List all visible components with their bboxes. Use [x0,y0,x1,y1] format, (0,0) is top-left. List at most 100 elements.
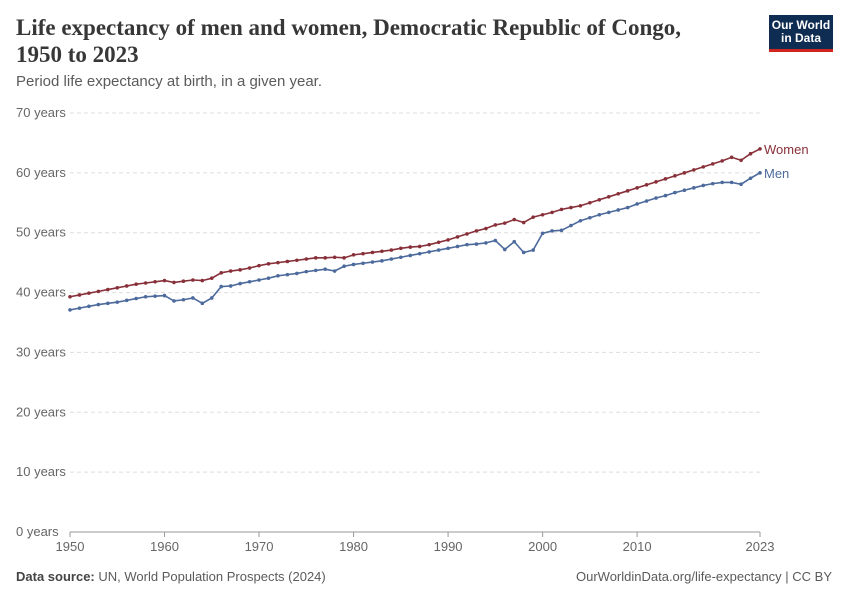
data-point-men [559,228,564,233]
data-point-men [578,218,583,223]
owid-logo[interactable]: Our World in Data [769,15,833,52]
data-point-men [153,294,157,298]
data-point-men [729,180,734,185]
data-point-women [181,279,186,283]
data-point-women [380,249,384,254]
data-point-men [417,251,422,256]
data-point-men [124,298,129,303]
data-point-women [597,197,602,202]
y-axis: 0 years 10 years 20 years 30 years 40 years 5… [16,105,66,539]
data-point-men [342,264,346,269]
data-source-text: UN, World Population Prospects (2024) [98,569,326,584]
data-point-women [455,235,460,239]
data-point-women [427,242,431,247]
data-point-women [115,285,120,290]
data-point-men [295,271,299,276]
data-source: Data source: UN, World Population Prospe… [16,569,326,584]
data-point-women [247,266,252,270]
data-point-women [701,165,706,169]
y-tick-label: 60 years [16,165,66,180]
data-point-men [276,274,280,278]
data-point-men [446,246,450,251]
x-axis: 1950 1960 1970 1980 1990 2000 2010 2023 [56,531,774,554]
data-point-women [143,281,148,285]
data-point-men [550,229,554,233]
data-point-women [323,256,328,260]
data-point-men [238,281,242,286]
data-point-women [228,269,233,273]
data-point-women [720,159,724,163]
data-point-men [616,208,621,212]
data-point-men [219,284,224,289]
data-point-men [474,242,479,246]
x-tick-label: 2000 [528,539,557,554]
data-point-women [417,244,422,249]
data-point-women [493,223,498,227]
series-label-men: Men [764,166,789,181]
data-point-men [87,304,91,309]
data-point-men [304,269,309,274]
data-point-women [739,158,743,163]
chart-title: Life expectancy of men and women, Democr… [16,15,681,67]
data-point-women [502,221,507,225]
data-point-men [569,223,573,228]
data-point-men [380,259,384,263]
data-point-men [484,241,488,245]
x-tick-label: 1960 [150,539,179,554]
data-point-women [266,262,271,266]
data-point-women [654,180,658,184]
data-point-women [474,229,479,233]
data-point-women [399,246,403,251]
data-point-women [200,278,205,283]
x-tick-label: 1970 [245,539,274,554]
data-point-men [720,180,724,185]
data-point-women [531,215,535,219]
data-point-women [446,238,450,242]
x-tick-label: 2010 [623,539,652,554]
data-point-men [134,296,138,301]
data-point-women [512,217,517,222]
data-point-men [597,212,602,217]
data-point-men [370,260,375,264]
data-point-women [285,259,290,264]
data-point-men [191,296,195,300]
series-line-women [69,148,761,298]
data-point-women [68,294,72,299]
data-point-women [96,289,101,294]
data-point-women [758,147,762,151]
data-point-men [332,269,337,273]
data-point-men [606,210,611,215]
data-point-women [342,256,346,260]
data-point-men [96,302,101,307]
y-tick-label: 10 years [16,464,66,479]
data-point-women [436,240,441,245]
y-tick-label: 30 years [16,344,66,359]
data-point-men [389,257,394,261]
data-point-men [313,268,318,273]
data-point-women [710,162,715,166]
x-tick-label: 1980 [339,539,368,554]
data-point-women [257,263,261,268]
series-line-men [69,172,761,311]
data-point-men [181,297,186,302]
data-point-men [748,176,753,181]
data-point-women [304,257,309,261]
data-point-men [465,242,469,247]
y-tick-label: 20 years [16,404,66,419]
data-point-women [465,232,469,236]
y-tick-label: 70 years [16,105,66,120]
data-point-men [625,205,630,210]
data-point-men [493,238,498,243]
data-point-men [351,262,356,267]
data-point-men [663,193,668,198]
data-point-men [172,299,176,303]
data-point-women [351,253,356,257]
footer-url[interactable]: OurWorldinData.org/life-expectancy | CC … [575,569,832,584]
data-point-women [588,200,592,205]
data-point-women [635,186,639,190]
data-point-women [729,155,734,160]
data-source-label: Data source: [16,569,95,584]
data-point-men [644,199,649,203]
data-point-women [559,207,564,212]
data-point-men [654,196,658,200]
